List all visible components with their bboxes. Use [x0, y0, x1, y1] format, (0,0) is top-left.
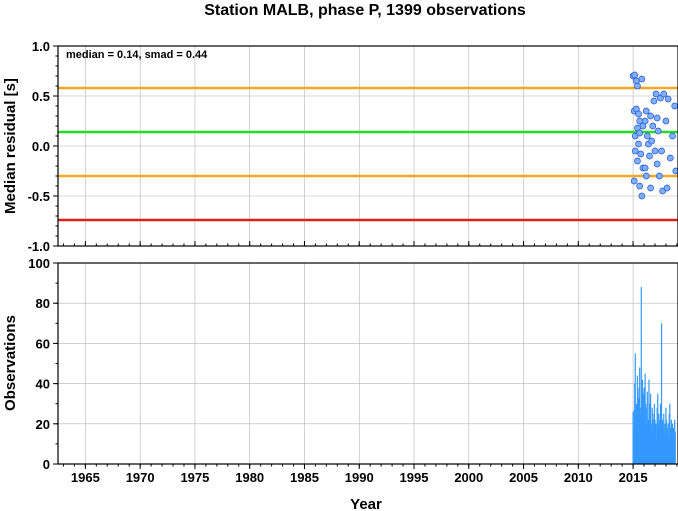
residual-point	[652, 90, 660, 98]
residual-reference-lines	[58, 86, 678, 222]
residual-y-axis-label: Median residual [s]	[2, 78, 19, 214]
residual-point	[656, 172, 663, 180]
residual-point	[660, 90, 668, 98]
x-tick-label: 2000	[454, 470, 483, 485]
residual-point	[653, 114, 661, 122]
residual-points	[629, 71, 678, 200]
residual-point	[638, 75, 646, 83]
residual-point	[671, 102, 678, 110]
residual-point	[636, 182, 644, 190]
observations-grid	[58, 262, 678, 465]
observations-y-tick-label: 0	[43, 457, 50, 472]
observations-y-tick-label: 60	[36, 336, 50, 351]
residual-point	[642, 107, 650, 115]
x-tick-label: 1985	[290, 470, 319, 485]
x-tick-label: 1990	[345, 470, 374, 485]
observation-bar	[634, 353, 636, 464]
residual-point	[646, 152, 653, 160]
residual-point	[654, 127, 662, 135]
residual-point	[672, 167, 678, 175]
observations-y-tick-label: 80	[36, 296, 50, 311]
x-tick-label: 2015	[619, 470, 648, 485]
chart-title: Station MALB, phase P, 1399 observations	[204, 2, 526, 19]
residual-point	[641, 164, 649, 172]
x-tick-label: 1980	[235, 470, 264, 485]
residual-point	[631, 71, 639, 79]
residual-point	[641, 117, 649, 125]
x-tick-label: 1975	[180, 470, 209, 485]
residual-point	[637, 150, 645, 158]
residual-point	[650, 97, 658, 105]
residual-panel: 1.0 0.5 0.0 -0.5 -1.0 median = 0.14, smad = …	[2, 39, 678, 254]
residual-point	[662, 117, 670, 125]
observations-y-tick-label: 100	[28, 256, 50, 271]
observations-y-tick-label: 40	[36, 377, 50, 392]
residual-ticks: 1.0 0.5 0.0 -0.5 -1.0	[28, 39, 678, 254]
observations-y-tick-label: 20	[36, 417, 50, 432]
residual-point	[643, 132, 651, 140]
x-tick-label: 1970	[126, 470, 155, 485]
residual-grid	[58, 45, 678, 247]
residual-point	[649, 122, 657, 130]
residual-point	[631, 147, 639, 155]
residual-point	[669, 132, 676, 140]
residual-point	[634, 82, 641, 90]
residual-point	[658, 147, 665, 155]
observations-frame	[57, 262, 678, 465]
observations-y-axis-label: Observations	[2, 315, 19, 411]
residual-y-tick-label: 0.0	[32, 139, 50, 154]
residual-point	[635, 140, 642, 148]
observations-bars	[632, 287, 676, 464]
observation-bar	[640, 287, 642, 464]
x-axis-label: Year	[350, 496, 382, 511]
residual-point	[635, 110, 642, 118]
residual-point	[651, 147, 659, 155]
residual-point	[647, 112, 654, 120]
residual-y-tick-label: 1.0	[32, 39, 50, 54]
residual-point	[636, 129, 644, 137]
residual-point	[634, 157, 641, 165]
residual-point	[630, 177, 638, 185]
residual-y-tick-label: 0.5	[32, 89, 50, 104]
x-tick-label: 1995	[400, 470, 429, 485]
residual-point	[638, 192, 646, 200]
observation-bar	[660, 323, 663, 464]
residual-point	[647, 184, 654, 192]
residual-point	[666, 154, 674, 162]
residual-point	[642, 172, 650, 180]
x-tick-label: 2005	[509, 470, 538, 485]
observations-panel: 1965 1970 1975 1980 1985 1990 1995 2000 2005 2010…	[2, 256, 678, 511]
observation-bar	[674, 431, 676, 464]
residual-point	[663, 184, 671, 192]
stats-annotation: median = 0.14, smad = 0.44	[66, 49, 208, 61]
residual-point	[653, 160, 661, 168]
residual-point	[664, 95, 672, 103]
observations-ticks: 1965 1970 1975 1980 1985 1990 1995 2000 2005 2010…	[28, 256, 678, 485]
residual-y-tick-label: -0.5	[28, 189, 50, 204]
residual-point	[648, 137, 656, 145]
x-tick-label: 2010	[564, 470, 593, 485]
residual-y-tick-label: -1.0	[28, 239, 50, 254]
x-tick-label: 1965	[71, 470, 100, 485]
